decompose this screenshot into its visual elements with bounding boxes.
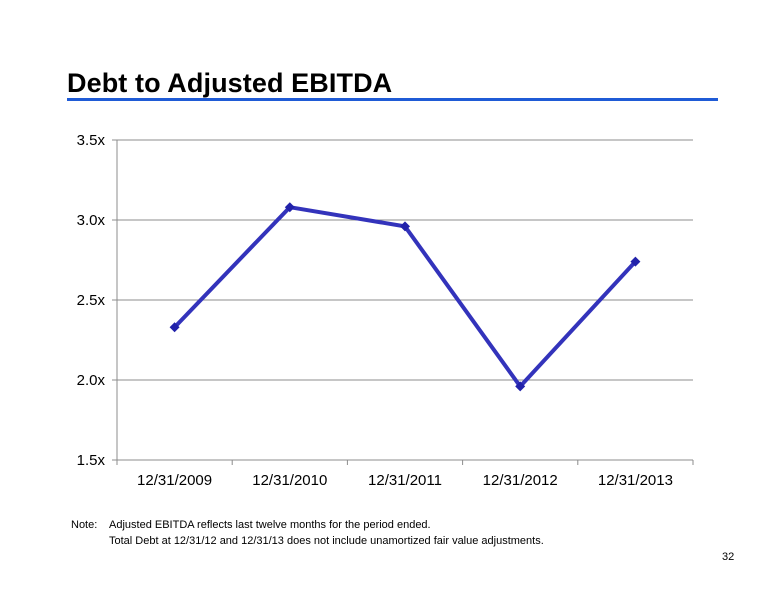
x-axis-tick-labels: 12/31/2009 12/31/2010 12/31/2011 12/31/2012… [137,472,673,489]
slide-title: Debt to Adjusted EBITDA [67,68,393,98]
data-point [169,322,180,333]
series-line [173,205,637,389]
page-number: 32 [722,551,735,563]
data-point [630,256,641,267]
x-tick-label: 12/31/2010 [252,472,327,489]
footnote-label: Note: [71,519,98,531]
footnote-line-2: Total Debt at 12/31/12 and 12/31/13 does… [109,535,544,547]
footnote: Note: Adjusted EBITDA reflects last twelv… [71,517,544,549]
x-tick-label: 12/31/2011 [368,472,442,489]
data-point [515,381,526,392]
y-axis-tick-labels: 1.5x 2.0x 2.5x 3.0x 3.5x [77,132,106,469]
x-tick-label: 12/31/2012 [483,472,558,489]
gridlines [117,139,693,381]
y-tick-label: 2.0x [77,372,106,389]
x-tick-label: 12/31/2013 [598,472,673,489]
axes [112,139,694,465]
title-underline [67,98,718,101]
data-point [400,221,410,232]
series-group [169,202,641,392]
y-tick-label: 2.5x [77,292,106,309]
y-tick-label: 3.5x [77,132,106,149]
data-point [284,202,295,213]
footnote-line-1: Adjusted EBITDA reflects last twelve mon… [109,519,431,531]
y-tick-label: 3.0x [77,212,106,229]
y-tick-label: 1.5x [77,452,106,469]
x-tick-label: 12/31/2009 [137,472,212,489]
